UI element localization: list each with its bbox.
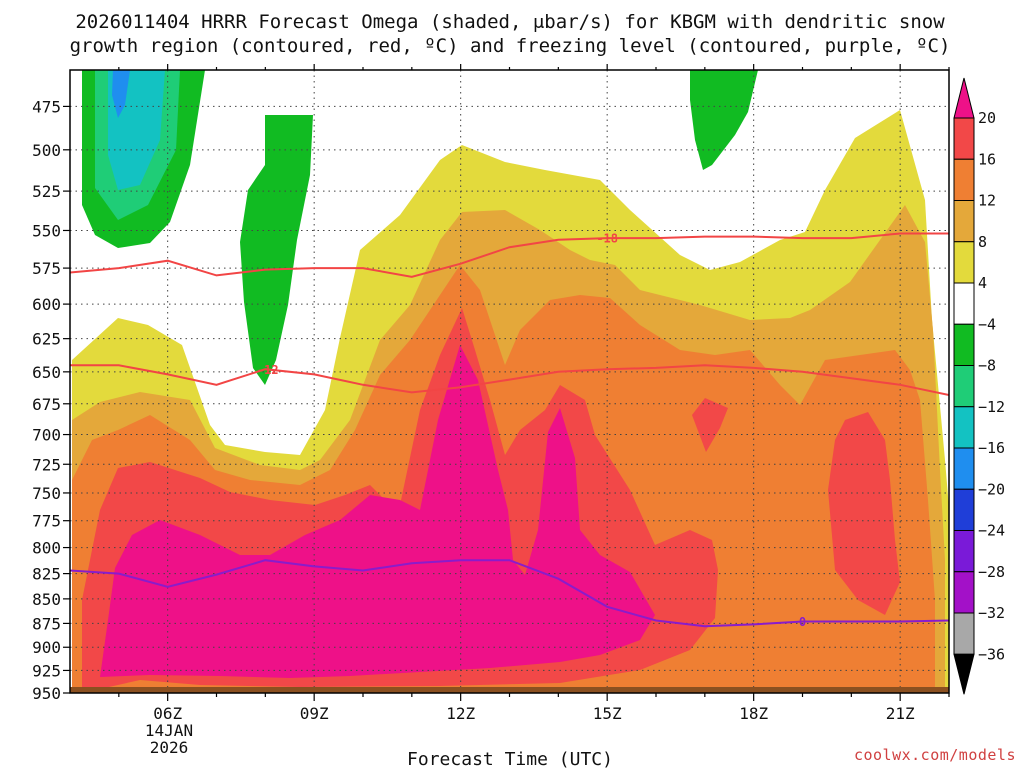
- colorbar-swatch: [953, 530, 975, 573]
- y-tick-label: 875: [32, 614, 61, 633]
- colorbar-swatch: [953, 282, 975, 325]
- y-tick-label: 525: [32, 182, 61, 201]
- y-tick-label: 825: [32, 565, 61, 584]
- colorbar-swatch: [953, 406, 975, 449]
- colorbar-bottom-arrow: [953, 653, 975, 695]
- y-tick-label: 650: [32, 363, 61, 382]
- y-tick-label: 625: [32, 330, 61, 349]
- y-tick-label: 725: [32, 455, 61, 474]
- dgz-bottom-contour-label: -12: [257, 363, 279, 377]
- colorbar-label: −36: [978, 645, 1005, 663]
- x-tick-label: 15Z: [593, 704, 622, 723]
- freezing-level-contour: [70, 559, 949, 628]
- chart-title-line1: 2026011404 HRRR Forecast Omega (shaded, …: [75, 11, 945, 33]
- omega-region-neg4-neg8: [240, 115, 313, 385]
- credit-text: coolwx.com/models: [854, 746, 1016, 764]
- y-tick-label: 700: [32, 426, 61, 445]
- y-tick-label: 850: [32, 590, 61, 609]
- colorbar-top-arrow: [953, 77, 975, 119]
- colorbar-swatch: [953, 200, 975, 243]
- colorbar-swatch: [953, 241, 975, 284]
- colorbar: 20 16 12 8 4 −4 −8 −12 −16 −20 −24 −28 −32 −36: [953, 77, 1005, 695]
- y-tick-label: 675: [32, 395, 61, 414]
- colorbar-swatch: [953, 117, 975, 160]
- omega-region-neg4-neg8: [690, 70, 758, 170]
- colorbar-label: 16: [978, 150, 996, 168]
- y-tick-label: 550: [32, 221, 61, 240]
- colorbar-label: −4: [978, 315, 996, 333]
- y-tick-label: 775: [32, 512, 61, 531]
- y-axis: 475 500 525 550 575 600 625 650 675 700 725 750 775 8…: [32, 97, 70, 703]
- colorbar-label: 20: [978, 109, 996, 127]
- colorbar-swatch: [953, 488, 975, 531]
- colorbar-label: −28: [978, 563, 1005, 581]
- contour-lines: -18 -12 0: [70, 232, 949, 629]
- x-axis: 06Z 09Z 12Z 15Z 18Z 21Z: [118, 64, 950, 723]
- colorbar-label: −8: [978, 357, 996, 375]
- colorbar-label: −16: [978, 439, 1005, 457]
- terrain-strip: [70, 687, 949, 693]
- x-date-day: 14JAN: [145, 721, 193, 740]
- x-tick-label: 12Z: [446, 704, 475, 723]
- colorbar-label: −20: [978, 480, 1005, 498]
- colorbar-label: 4: [978, 274, 987, 292]
- x-tick-label: 09Z: [300, 704, 329, 723]
- colorbar-swatch: [953, 612, 975, 655]
- x-tick-label: 21Z: [886, 704, 915, 723]
- omega-region-pos16-pocket: [692, 398, 728, 452]
- colorbar-label: −24: [978, 522, 1005, 540]
- chart-title-line2: growth region (contoured, red, ºC) and f…: [70, 35, 951, 57]
- x-date-year: 2026: [150, 738, 189, 757]
- plot-area: -18 -12 0: [69, 69, 950, 694]
- colorbar-label: −32: [978, 604, 1005, 622]
- dgz-top-contour: [70, 232, 949, 278]
- y-tick-label: 575: [32, 259, 61, 278]
- omega-shading: [72, 70, 949, 693]
- y-tick-label: 925: [32, 661, 61, 680]
- dgz-top-contour-label: -18: [596, 232, 618, 246]
- y-tick-label: 900: [32, 638, 61, 657]
- y-tick-label: 950: [32, 684, 61, 703]
- colorbar-swatch: [953, 365, 975, 408]
- y-tick-label: 800: [32, 539, 61, 558]
- colorbar-swatch: [953, 571, 975, 614]
- omega-region-pos20: [100, 345, 655, 678]
- freezing-level-contour-label: 0: [799, 615, 806, 629]
- x-tick-label: 18Z: [739, 704, 768, 723]
- y-tick-label: 500: [32, 141, 61, 160]
- y-tick-label: 475: [32, 97, 61, 116]
- colorbar-label: 12: [978, 192, 996, 210]
- colorbar-label: 8: [978, 233, 987, 251]
- omega-region-neg20: [112, 70, 130, 118]
- y-tick-label: 600: [32, 295, 61, 314]
- omega-region-pos16-pocket: [828, 412, 900, 615]
- x-axis-title: Forecast Time (UTC): [407, 749, 613, 768]
- dgz-bottom-contour: [70, 364, 949, 396]
- colorbar-swatch: [953, 158, 975, 201]
- colorbar-label: −12: [978, 398, 1005, 416]
- y-tick-label: 750: [32, 484, 61, 503]
- colorbar-swatch: [953, 323, 975, 366]
- colorbar-swatch: [953, 447, 975, 490]
- x-tick-label: 06Z: [153, 704, 182, 723]
